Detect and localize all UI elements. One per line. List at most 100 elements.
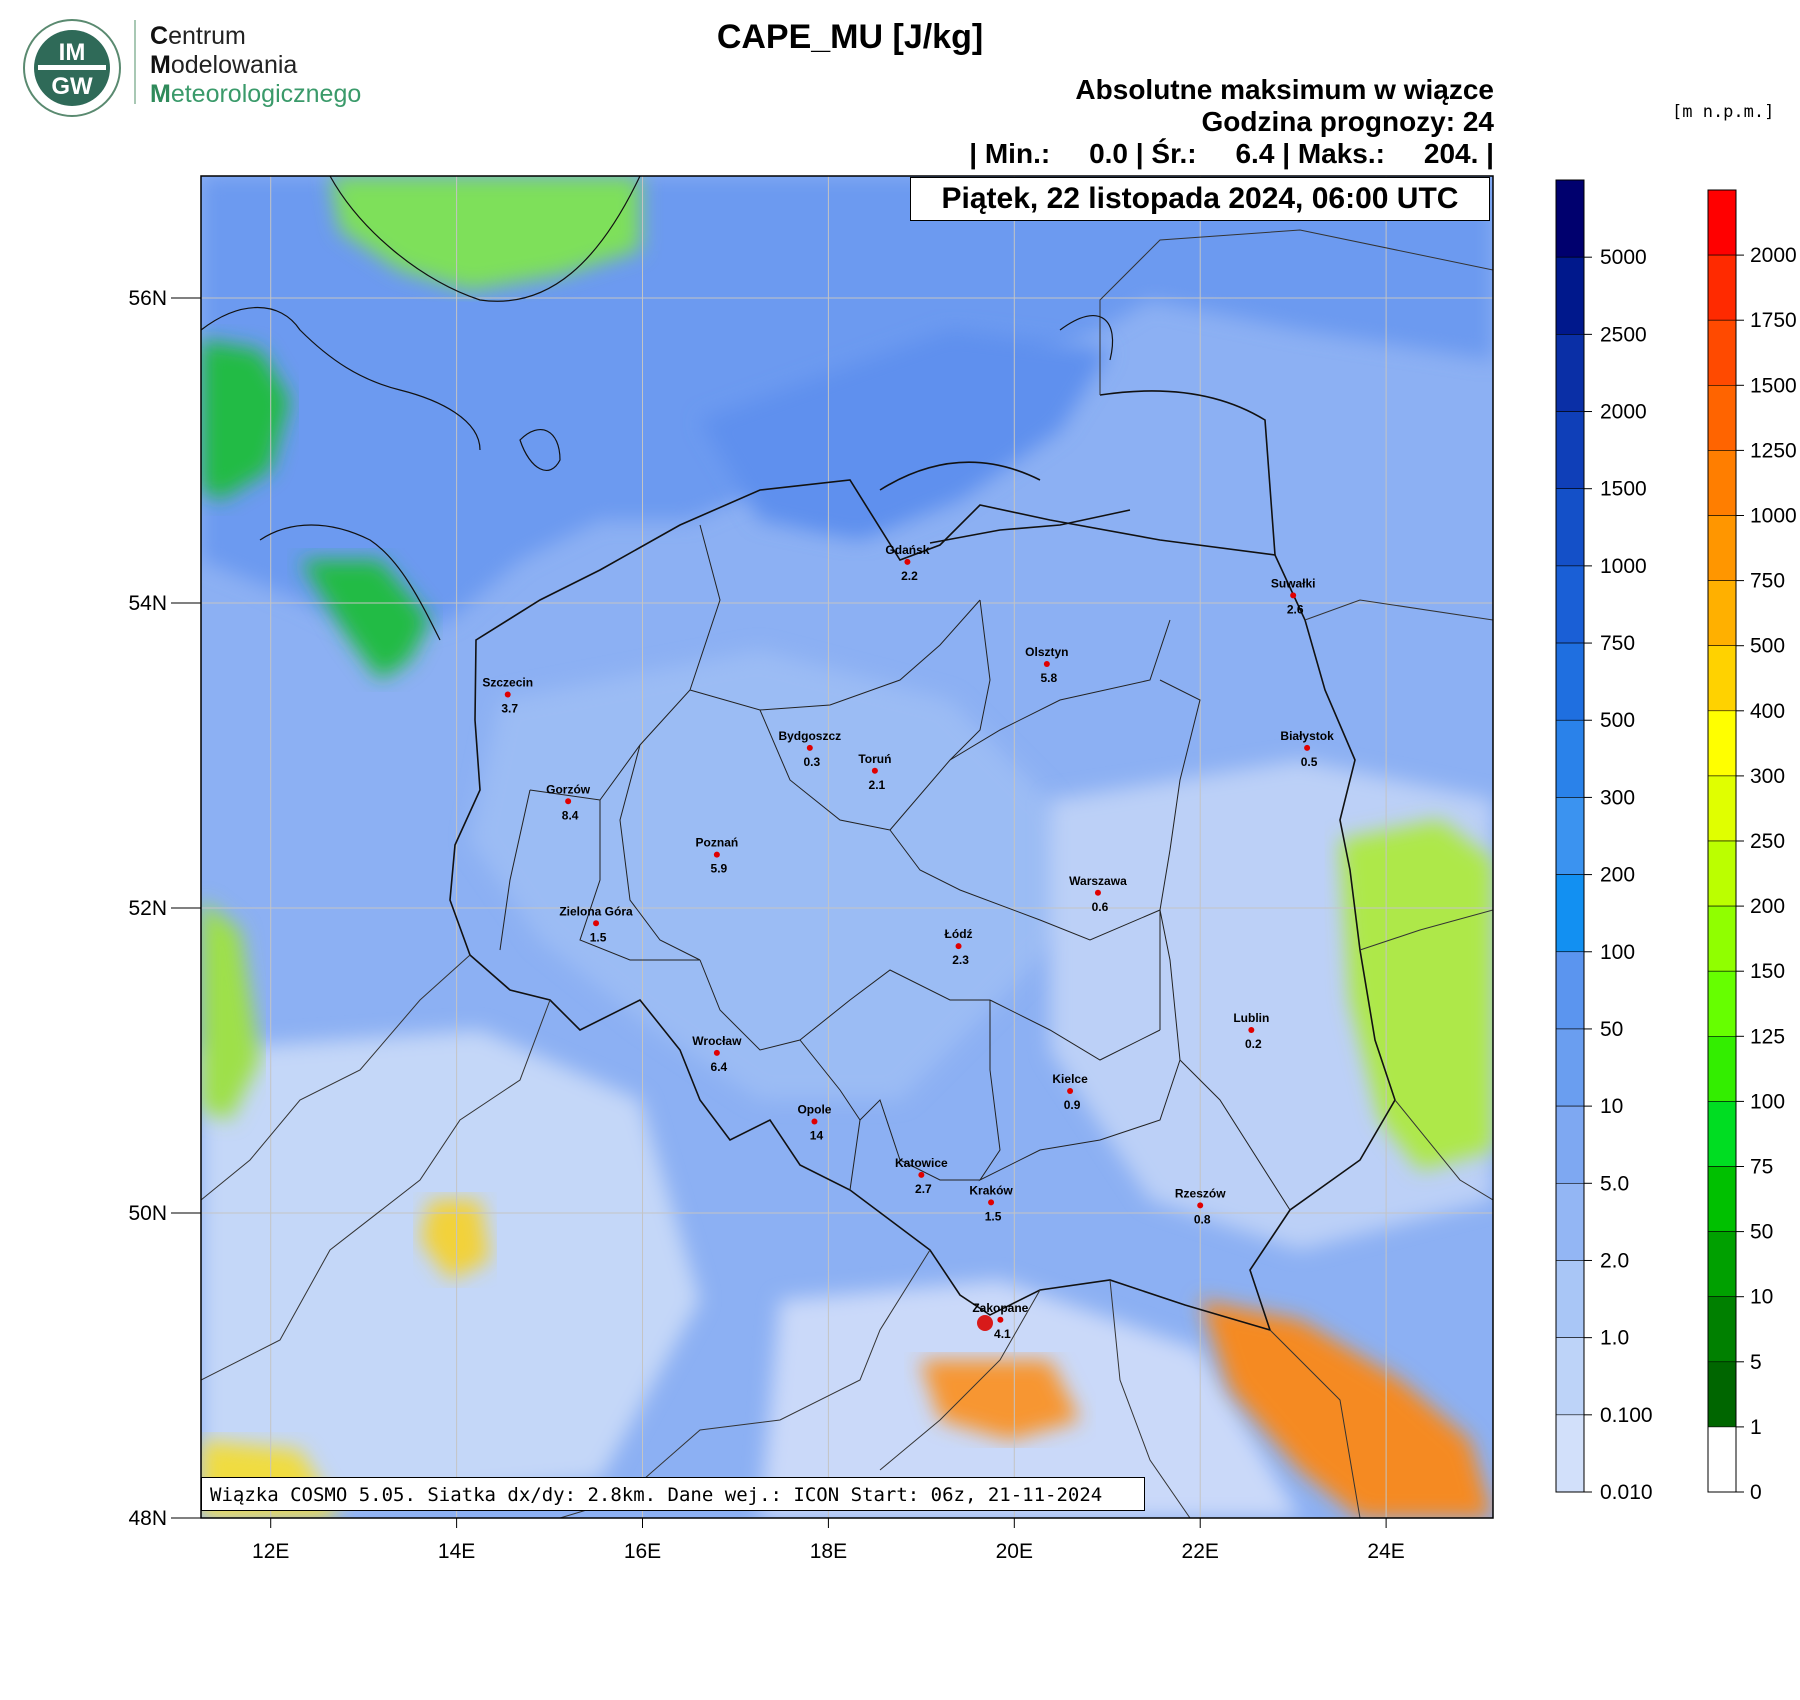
logo-badge-bottom-text: GW: [51, 73, 93, 100]
colorbar-label: 0.010: [1600, 1481, 1653, 1504]
colorbar-label: 500: [1600, 709, 1635, 732]
city-value: 2.3: [952, 953, 969, 967]
lat-tick-label: 54N: [128, 592, 167, 615]
region-boundaries: [499, 524, 1291, 1211]
city-name: Lublin: [1233, 1011, 1269, 1025]
colorbar-swatch: [1555, 1414, 1585, 1493]
city-name: Gdańsk: [885, 543, 929, 557]
colorbar-label: 100: [1600, 941, 1635, 964]
colorbar-swatch: [1707, 515, 1737, 581]
lat-tick-label: 50N: [128, 1202, 167, 1225]
city-value: 8.4: [562, 808, 579, 822]
city-name: Gorzów: [546, 782, 591, 796]
colorbar-swatch: [1707, 1426, 1737, 1493]
colorbar-swatch: [1707, 189, 1737, 256]
city-dot: [988, 1199, 995, 1206]
city-value: 0.2: [1245, 1037, 1262, 1051]
city-name: Suwałki: [1271, 576, 1316, 590]
colorbar-label: 250: [1750, 830, 1785, 853]
city-name: Zielona Góra: [559, 904, 633, 918]
city-value: 6.4: [711, 1060, 728, 1074]
city-name: Szczecin: [482, 676, 533, 690]
city-dot: [1067, 1088, 1074, 1094]
cape-colorbar: 5000 2500 2000 1500 1000 750 500 300 200 100 50 10 5…: [1555, 179, 1653, 1504]
lon-tick-label: 16E: [624, 1540, 661, 1563]
colorbar-swatch: [1555, 951, 1585, 1030]
colorbar-label: 50: [1750, 1221, 1773, 1244]
city-value: 2.7: [915, 1182, 932, 1196]
colorbar-swatch: [1555, 874, 1585, 953]
imgw-badge-icon: IM GW: [22, 18, 122, 118]
colorbar-label: 200: [1750, 895, 1785, 918]
logo-badge-top-text: IM: [59, 39, 86, 66]
coastlines: [201, 176, 1114, 641]
colorbar-label: 100: [1750, 1090, 1785, 1113]
forecast-hour: Godzina prognozy: 24: [1201, 106, 1494, 137]
city-dot: [997, 1316, 1004, 1323]
colorbar-swatch: [1707, 1231, 1737, 1297]
city-value: 4.1: [994, 1327, 1011, 1341]
city-marker: Kielce 0.9: [1052, 1072, 1088, 1112]
city-value: 5.8: [1040, 671, 1057, 685]
colorbar-label: 150: [1750, 960, 1785, 983]
colorbar-swatch: [1707, 450, 1737, 516]
colorbar-label: 75: [1750, 1156, 1773, 1179]
city-marker: Bydgoszcz 0.3: [778, 729, 841, 769]
lon-tick-label: 22E: [1182, 1540, 1219, 1563]
colorbar-label: 2.0: [1600, 1249, 1629, 1272]
colorbar-label: 300: [1600, 786, 1635, 809]
city-name: Bydgoszcz: [778, 729, 841, 743]
city-marker: Rzeszów 0.8: [1175, 1186, 1226, 1226]
city-marker: Białystok 0.5: [1280, 729, 1334, 769]
colorbar-label: 1.0: [1600, 1327, 1629, 1350]
colorbar-swatch: [1707, 1361, 1737, 1428]
colorbar-swatch: [1707, 1036, 1737, 1102]
map-frame: [200, 175, 1494, 1519]
colorbar-label: 1000: [1600, 555, 1647, 578]
colorbar-swatch: [1555, 797, 1585, 875]
colorbar-swatch: [1707, 905, 1737, 972]
city-name: Rzeszów: [1175, 1186, 1226, 1200]
colorbar-swatch: [1555, 488, 1585, 567]
city-value: 1.5: [985, 1209, 1002, 1223]
colorbar-label: 2000: [1600, 401, 1647, 424]
city-marker: Olsztyn 5.8: [1025, 645, 1068, 685]
colorbar-label: 1: [1750, 1416, 1762, 1439]
colorbar-label: 400: [1750, 700, 1785, 723]
colorbar-swatch: [1707, 645, 1737, 712]
stats-line: | Min.: 0.0 | Śr.: 6.4 | Maks.: 204. |: [969, 138, 1494, 169]
city-value: 0.3: [803, 755, 820, 769]
city-name: Opole: [797, 1103, 831, 1117]
city-marker: Łódź 2.3: [945, 927, 973, 967]
colorbar-swatch: [1707, 1101, 1737, 1167]
colorbar-swatch: [1707, 254, 1737, 321]
colorbar-label: 50: [1600, 1018, 1623, 1041]
city-marker: Poznań 5.9: [696, 836, 739, 876]
city-value: 14: [810, 1129, 824, 1143]
colorbar-swatch: [1707, 970, 1737, 1037]
lon-tick-label: 24E: [1367, 1540, 1404, 1563]
city-name: Warszawa: [1069, 874, 1127, 888]
city-marker: Katowice 2.7: [895, 1156, 948, 1196]
city-value: 5.9: [711, 862, 728, 876]
colorbar-label: 5.0: [1600, 1172, 1629, 1195]
city-dot: [713, 851, 720, 858]
colorbar-label: 2000: [1750, 244, 1797, 267]
city-markers: Gdańsk 2.2 Suwałki 2.6 Olsztyn 5.8 Szczecin 3.7…: [482, 543, 1334, 1341]
city-marker: Wrocław 6.4: [692, 1034, 742, 1074]
city-marker: Zielona Góra 1.5: [559, 904, 633, 944]
colorbar-swatch: [1707, 580, 1737, 646]
colorbar-label: 1250: [1750, 439, 1797, 462]
city-dot: [713, 1049, 720, 1056]
map-field: Gdańsk 2.2 Suwałki 2.6 Olsztyn 5.8 Szczecin 3.7…: [201, 176, 1493, 1518]
city-marker: Toruń 2.1: [858, 752, 891, 792]
city-value: 0.6: [1092, 900, 1109, 914]
colorbar-label: 500: [1750, 635, 1785, 658]
city-dot: [1197, 1202, 1204, 1209]
colorbar-swatch: [1555, 719, 1585, 798]
logo-divider: [134, 20, 136, 104]
terrain-colorbar: 2000175015001250100075050040030025020015…: [1707, 189, 1797, 1504]
city-marker: Kraków 1.5: [969, 1183, 1013, 1223]
colorbar-swatch: [1707, 710, 1737, 777]
